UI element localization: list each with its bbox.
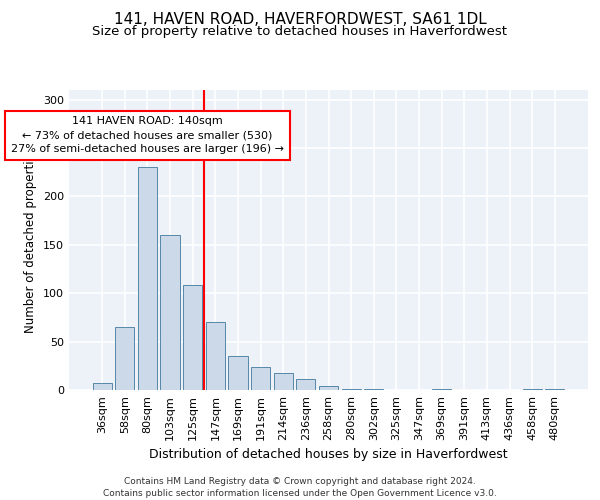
Bar [432,389,451,390]
Bar [206,322,225,390]
Text: Contains HM Land Registry data © Crown copyright and database right 2024.
Contai: Contains HM Land Registry data © Crown c… [103,476,497,498]
Bar [229,356,248,390]
Bar [251,367,270,390]
Bar [92,383,112,390]
Bar [115,327,134,390]
Bar [274,372,293,390]
Text: Size of property relative to detached houses in Haverfordwest: Size of property relative to detached ho… [92,25,508,38]
Y-axis label: Number of detached properties: Number of detached properties [25,147,37,333]
Bar [364,389,383,390]
Bar [545,389,565,390]
Bar [138,168,157,390]
Bar [183,286,202,390]
Bar [341,389,361,390]
Text: 141, HAVEN ROAD, HAVERFORDWEST, SA61 1DL: 141, HAVEN ROAD, HAVERFORDWEST, SA61 1DL [113,12,487,28]
X-axis label: Distribution of detached houses by size in Haverfordwest: Distribution of detached houses by size … [149,448,508,461]
Bar [319,386,338,390]
Bar [296,380,316,390]
Text: 141 HAVEN ROAD: 140sqm
← 73% of detached houses are smaller (530)
27% of semi-de: 141 HAVEN ROAD: 140sqm ← 73% of detached… [11,116,284,154]
Bar [160,235,180,390]
Bar [523,389,542,390]
